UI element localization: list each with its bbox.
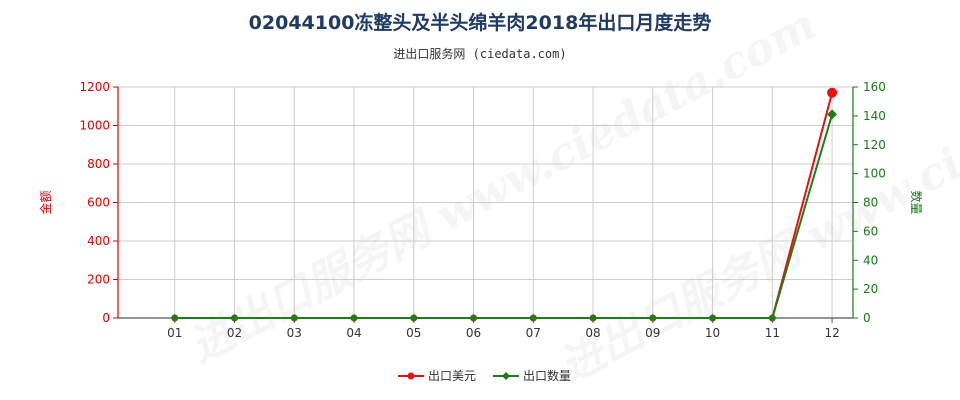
left-axis-title: 金额: [38, 190, 53, 214]
left-axis-tick-label: 1000: [79, 119, 110, 133]
data-point: [768, 314, 777, 322]
x-axis-tick-label: 06: [466, 326, 481, 340]
legend: 出口美元 出口数量: [398, 368, 571, 383]
x-axis-tick-label: 02: [227, 326, 242, 340]
data-point: [827, 109, 838, 120]
data-point: [230, 314, 239, 322]
x-axis-tick-label: 08: [585, 326, 600, 340]
series-layer: [170, 87, 838, 322]
data-point: [469, 314, 478, 322]
left-axis-tick-label: 0: [102, 311, 110, 325]
data-point: [827, 87, 838, 98]
x-axis-tick-label: 01: [167, 326, 182, 340]
right-axis-tick-label: 120: [863, 138, 886, 152]
series-line: [174, 114, 834, 319]
right-axis-tick-label: 100: [863, 167, 886, 181]
x-axis-tick-label: 09: [645, 326, 660, 340]
x-axis-tick-label: 11: [765, 326, 780, 340]
axes: 0200400600800100012000204060801001201401…: [38, 80, 924, 340]
data-point: [290, 314, 299, 322]
legend-marker: [502, 372, 510, 380]
x-axis-tick-label: 03: [287, 326, 302, 340]
x-axis-tick-label: 12: [824, 326, 839, 340]
legend-label: 出口数量: [523, 368, 571, 383]
right-axis-tick-label: 0: [863, 311, 871, 325]
legend-marker: [407, 372, 415, 380]
left-axis-tick-label: 600: [87, 196, 110, 210]
data-point: [170, 314, 179, 322]
right-axis-tick-label: 40: [863, 253, 878, 267]
legend-label: 出口美元: [428, 369, 476, 383]
left-axis-tick-label: 1200: [79, 80, 110, 94]
data-point: [648, 314, 657, 322]
x-axis-tick-label: 07: [526, 326, 541, 340]
data-point: [409, 314, 418, 322]
left-axis-tick-label: 800: [87, 157, 110, 171]
grid-lines: [117, 86, 854, 319]
right-axis-tick-label: 160: [863, 80, 886, 94]
x-axis-tick-label: 10: [705, 326, 720, 340]
series-line: [174, 92, 834, 319]
data-point: [589, 314, 598, 322]
right-axis-title: 数量: [909, 190, 924, 214]
right-axis-tick-label: 60: [863, 224, 878, 238]
left-axis-tick-label: 400: [87, 234, 110, 248]
right-axis-tick-label: 20: [863, 282, 878, 296]
data-point: [708, 314, 717, 322]
chart-subtitle: 进出口服务网 (ciedata.com): [393, 47, 567, 61]
chart-title: 02044100冻整头及半头绵羊肉2018年出口月度走势: [248, 12, 712, 34]
right-axis-tick-label: 140: [863, 109, 886, 123]
data-point: [350, 314, 359, 322]
x-axis-tick-label: 05: [406, 326, 421, 340]
data-point: [529, 314, 538, 322]
left-axis-tick-label: 200: [87, 273, 110, 287]
x-axis-tick-label: 04: [346, 326, 361, 340]
right-axis-tick-label: 80: [863, 196, 878, 210]
